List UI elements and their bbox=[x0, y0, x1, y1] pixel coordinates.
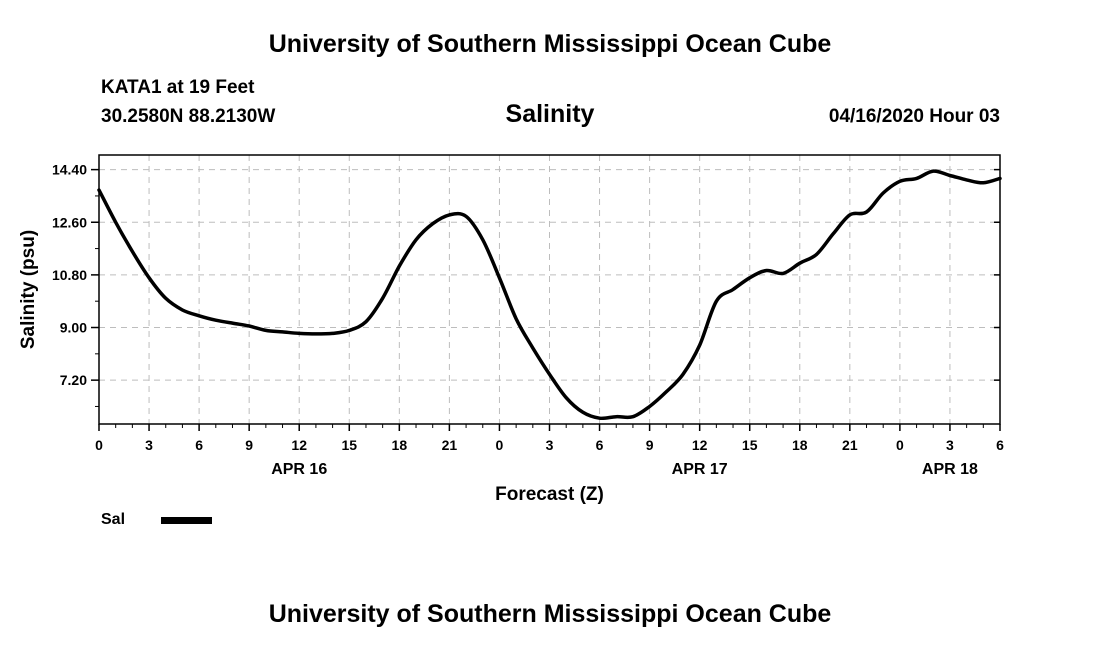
x-tick-label: 21 bbox=[442, 437, 458, 453]
legend-line-swatch bbox=[161, 517, 212, 524]
x-tick-label: 0 bbox=[95, 437, 103, 453]
station-label: KATA1 at 19 Feet bbox=[101, 77, 255, 98]
parameter-title: Salinity bbox=[505, 100, 595, 128]
y-tick-label: 10.80 bbox=[52, 267, 87, 283]
x-tick-label: 9 bbox=[245, 437, 253, 453]
x-tick-label: 12 bbox=[291, 437, 307, 453]
x-tick-label: 18 bbox=[392, 437, 408, 453]
y-axis-label: Salinity (psu) bbox=[18, 230, 39, 349]
x-tick-label: 21 bbox=[842, 437, 858, 453]
x-tick-label: 12 bbox=[692, 437, 708, 453]
date-label: APR 18 bbox=[922, 461, 978, 478]
footer-title: University of Southern Mississippi Ocean… bbox=[268, 600, 832, 628]
forecast-datetime: 04/16/2020 Hour 03 bbox=[828, 106, 1000, 127]
x-tick-label: 3 bbox=[546, 437, 554, 453]
x-tick-label: 0 bbox=[896, 437, 904, 453]
chart-series bbox=[97, 169, 1002, 421]
x-tick-label: 15 bbox=[341, 437, 357, 453]
x-tick-label: 15 bbox=[742, 437, 758, 453]
x-tick-label: 9 bbox=[646, 437, 654, 453]
y-tick-label: 12.60 bbox=[52, 214, 87, 230]
y-tick-label: 14.40 bbox=[52, 162, 87, 178]
x-tick-label: 3 bbox=[145, 437, 153, 453]
page-title: University of Southern Mississippi Ocean… bbox=[268, 30, 832, 58]
legend-label: Sal bbox=[101, 511, 126, 528]
x-tick-label: 3 bbox=[946, 437, 954, 453]
x-tick-label: 0 bbox=[496, 437, 504, 453]
x-tick-label: 18 bbox=[792, 437, 808, 453]
y-tick-label: 7.20 bbox=[60, 372, 87, 388]
date-label: APR 17 bbox=[672, 461, 728, 478]
chart-ticks: 7.20 9.00 10.80 12.60 14.40 0 3 6 9 12 15 18 21 0 3 6 9 1… bbox=[52, 162, 1004, 478]
series-line-sal bbox=[97, 169, 1002, 421]
station-coordinates: 30.2580N 88.2130W bbox=[101, 106, 276, 127]
y-tick-label: 9.00 bbox=[60, 320, 87, 336]
x-tick-label: 6 bbox=[596, 437, 604, 453]
x-tick-label: 6 bbox=[996, 437, 1004, 453]
x-tick-label: 6 bbox=[195, 437, 203, 453]
chart-grid bbox=[99, 155, 1000, 424]
date-label: APR 16 bbox=[271, 461, 327, 478]
x-axis-label: Forecast (Z) bbox=[495, 484, 604, 505]
